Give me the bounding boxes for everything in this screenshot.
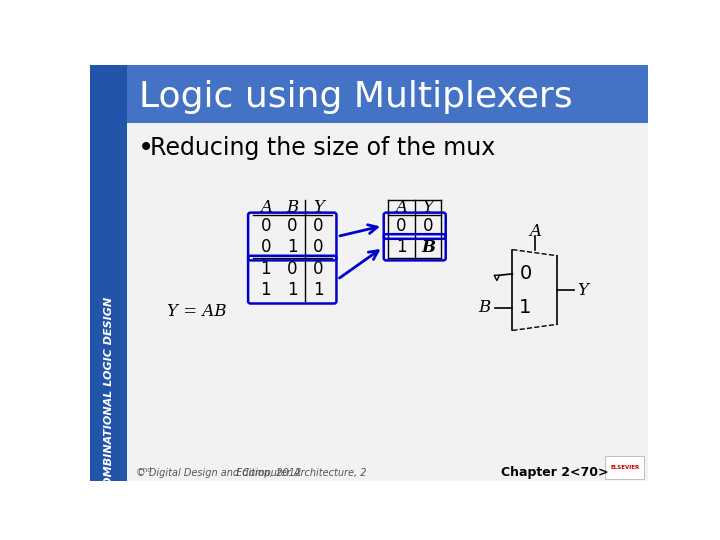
Text: 0: 0 xyxy=(261,238,271,256)
Bar xyxy=(90,65,127,481)
Text: 0: 0 xyxy=(396,217,407,235)
Text: 1: 1 xyxy=(519,298,532,318)
Text: 1: 1 xyxy=(287,238,297,256)
Text: 1: 1 xyxy=(261,260,271,278)
Text: © Digital Design and Computer Architecture, 2: © Digital Design and Computer Architectu… xyxy=(137,468,367,478)
Text: 0: 0 xyxy=(287,217,297,235)
Text: B: B xyxy=(286,199,298,216)
Bar xyxy=(127,123,648,481)
Text: Y: Y xyxy=(423,199,433,216)
Text: 1: 1 xyxy=(261,281,271,299)
Text: 0: 0 xyxy=(313,217,324,235)
Text: B: B xyxy=(478,299,490,316)
Text: 0: 0 xyxy=(313,260,324,278)
Text: nd: nd xyxy=(137,467,152,473)
Text: 0: 0 xyxy=(313,238,324,256)
Text: 1: 1 xyxy=(287,281,297,299)
Text: Y: Y xyxy=(577,281,588,299)
Text: Y = AB: Y = AB xyxy=(167,303,227,320)
Text: Chapter 2<70>: Chapter 2<70> xyxy=(500,467,608,480)
Text: 0: 0 xyxy=(287,260,297,278)
Text: A: A xyxy=(260,199,272,216)
Text: Reducing the size of the mux: Reducing the size of the mux xyxy=(150,136,495,160)
Bar xyxy=(127,65,648,123)
Text: B: B xyxy=(421,239,435,256)
Text: COMBINATIONAL LOGIC DESIGN: COMBINATIONAL LOGIC DESIGN xyxy=(104,298,114,495)
Text: A: A xyxy=(529,222,541,240)
Text: 0: 0 xyxy=(519,265,531,284)
Text: 0: 0 xyxy=(261,217,271,235)
Text: 1: 1 xyxy=(396,238,407,256)
Text: Y: Y xyxy=(313,199,324,216)
Text: 0: 0 xyxy=(423,217,433,235)
Text: Edition, 2012: Edition, 2012 xyxy=(233,468,302,478)
Text: 1: 1 xyxy=(313,281,324,299)
Text: A: A xyxy=(395,199,408,216)
Text: ELSEVIER: ELSEVIER xyxy=(610,465,639,470)
Bar xyxy=(606,456,644,479)
Text: Logic using Multiplexers: Logic using Multiplexers xyxy=(139,80,572,114)
Text: •: • xyxy=(138,134,154,162)
